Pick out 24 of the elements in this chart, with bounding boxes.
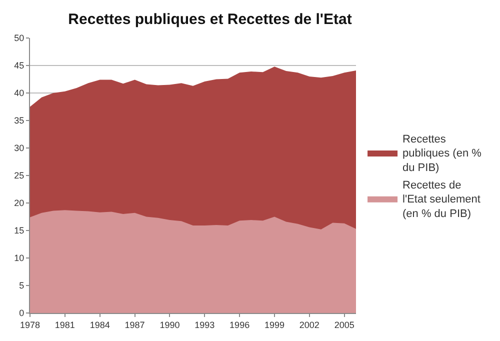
x-tick-label: 1999: [264, 320, 285, 330]
x-tick-label: 1987: [124, 320, 145, 330]
y-tick-label: 45: [14, 60, 24, 71]
x-tick-label: 2005: [334, 320, 354, 330]
x-tick-label: 1993: [194, 320, 215, 330]
x-tick-label: 1984: [90, 320, 110, 330]
y-tick-label: 25: [14, 170, 24, 181]
x-tick-label: 1981: [54, 320, 75, 330]
y-tick-label: 40: [14, 88, 24, 98]
chart-title: Recettes publiques et Recettes de l'Etat: [68, 11, 352, 28]
x-tick-label: 1996: [230, 320, 250, 330]
y-tick-label: 10: [14, 253, 24, 264]
legend-label: Recettes publiques (en % du PIB): [402, 133, 482, 174]
y-tick-label: 35: [14, 116, 24, 126]
y-tick-label: 50: [14, 33, 24, 44]
y-tick-label: 0: [19, 308, 24, 318]
y-tick-label: 5: [19, 280, 24, 291]
x-tick-label: 1990: [160, 320, 180, 330]
y-tick-label: 30: [14, 143, 24, 154]
x-tick-label: 1978: [20, 320, 40, 330]
y-tick-label: 15: [14, 226, 24, 236]
legend-label: Recettes de l'Etat seulement (en % du PIB): [402, 179, 480, 220]
y-tick-label: 20: [14, 198, 24, 208]
x-tick-label: 2002: [299, 320, 320, 330]
